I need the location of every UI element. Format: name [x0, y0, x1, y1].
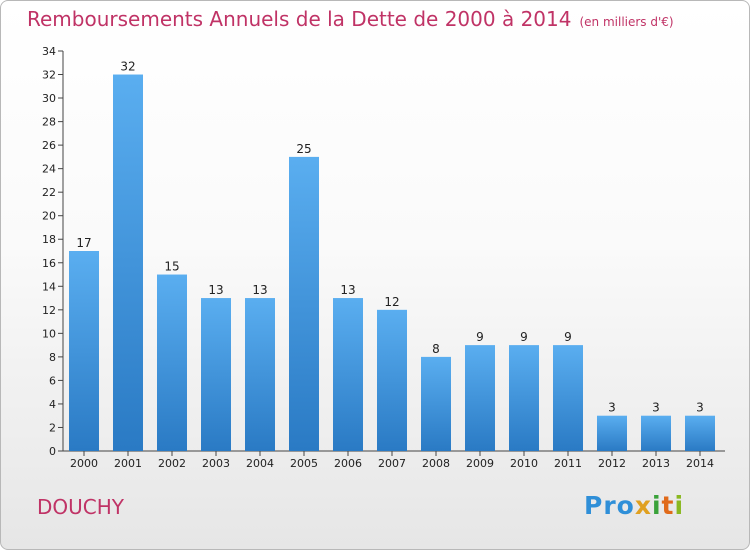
y-tick-label: 26	[42, 139, 56, 152]
x-tick-label: 2014	[686, 457, 714, 470]
y-tick-label: 4	[49, 398, 56, 411]
bar-value-label: 13	[252, 283, 267, 297]
y-tick-label: 20	[42, 210, 56, 223]
chart-subtitle: (en milliers d'€)	[579, 15, 674, 29]
x-tick-label: 2008	[422, 457, 450, 470]
y-tick-label: 22	[42, 186, 56, 199]
bar-value-label: 9	[564, 330, 572, 344]
y-tick-label: 2	[49, 421, 56, 434]
x-tick-label: 2011	[554, 457, 582, 470]
x-tick-label: 2004	[246, 457, 274, 470]
y-tick-label: 16	[42, 257, 56, 270]
bar-value-label: 17	[76, 236, 91, 250]
bar	[113, 74, 143, 451]
bar	[157, 274, 187, 451]
bar	[553, 345, 583, 451]
bar	[333, 298, 363, 451]
bar	[641, 415, 671, 451]
bar-value-label: 3	[652, 401, 660, 415]
x-tick-label: 2007	[378, 457, 406, 470]
y-tick-label: 6	[49, 374, 56, 387]
x-tick-label: 2001	[114, 457, 142, 470]
bar-value-label: 15	[164, 260, 179, 274]
bar	[69, 251, 99, 451]
bar-value-label: 9	[520, 330, 528, 344]
y-tick-label: 34	[42, 45, 56, 58]
bar-value-label: 8	[432, 342, 440, 356]
bar	[509, 345, 539, 451]
y-tick-label: 18	[42, 233, 56, 246]
bar-value-label: 9	[476, 330, 484, 344]
bar-value-label: 13	[208, 283, 223, 297]
bar	[377, 309, 407, 451]
y-tick-label: 28	[42, 116, 56, 129]
bar	[289, 156, 319, 451]
bar-value-label: 3	[608, 401, 616, 415]
y-tick-label: 12	[42, 304, 56, 317]
x-tick-label: 2005	[290, 457, 318, 470]
bar	[685, 415, 715, 451]
y-tick-label: 10	[42, 327, 56, 340]
bar	[597, 415, 627, 451]
logo-part-5: i	[674, 491, 685, 520]
x-tick-label: 2003	[202, 457, 230, 470]
bar-value-label: 13	[340, 283, 355, 297]
y-tick-label: 30	[42, 92, 56, 105]
bar	[201, 298, 231, 451]
bar-value-label: 32	[120, 60, 135, 74]
chart-title: Remboursements Annuels de la Dette de 20…	[27, 7, 674, 31]
x-tick-label: 2012	[598, 457, 626, 470]
bars: 17 32 15 13 13 25 13 12 8 9 9 9 3 3 3	[69, 60, 715, 451]
bar	[465, 345, 495, 451]
place-name: DOUCHY	[37, 495, 125, 519]
bar-value-label: 25	[296, 142, 311, 156]
y-tick-label: 8	[49, 351, 56, 364]
y-tick-label: 24	[42, 163, 56, 176]
x-tick-label: 2010	[510, 457, 538, 470]
x-tick-label: 2002	[158, 457, 186, 470]
logo-part-4: t	[661, 491, 675, 520]
logo-part-1: Pro	[584, 491, 635, 520]
x-tick-label: 2006	[334, 457, 362, 470]
bar-value-label: 3	[696, 401, 704, 415]
y-tick-label: 14	[42, 280, 56, 293]
x-tick-label: 2009	[466, 457, 494, 470]
bar	[245, 298, 275, 451]
logo-part-3: i	[651, 491, 662, 520]
x-tick-label: 2000	[70, 457, 98, 470]
bar	[421, 356, 451, 451]
y-tick-label: 0	[49, 445, 56, 458]
x-tick-label: 2013	[642, 457, 670, 470]
proxiti-logo: Proxiti	[584, 491, 684, 520]
chart-title-text: Remboursements Annuels de la Dette de 20…	[27, 7, 572, 31]
bar-value-label: 12	[384, 295, 399, 309]
y-tick-label: 32	[42, 69, 56, 82]
logo-part-2: x	[634, 491, 652, 520]
